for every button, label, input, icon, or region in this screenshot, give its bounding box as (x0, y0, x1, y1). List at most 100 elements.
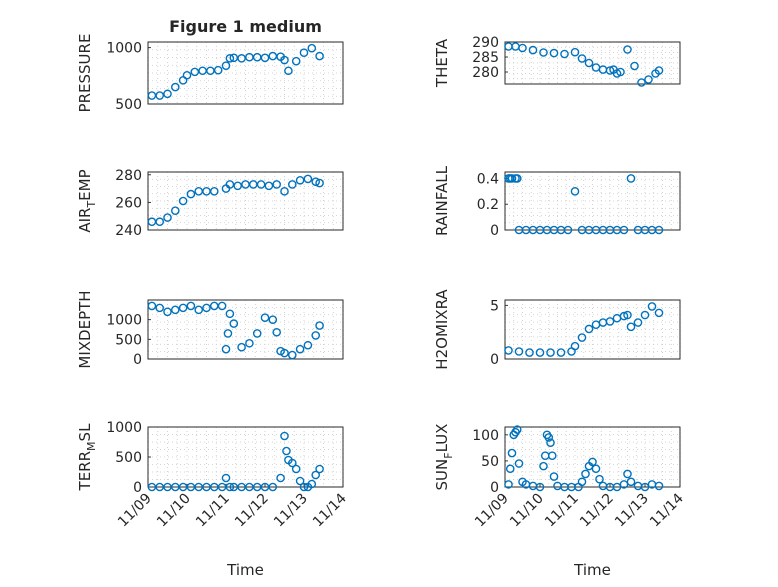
data-point (626, 174, 636, 183)
data-point (623, 45, 632, 54)
data-point (514, 459, 524, 468)
x-tick-label: 11/09 (115, 491, 155, 531)
x-tick-label: 11/11 (193, 491, 233, 531)
data-point (186, 189, 196, 199)
data-point (170, 206, 180, 215)
data-point (315, 51, 324, 61)
x-tick-label: 11/13 (612, 491, 652, 531)
data-point (276, 473, 285, 483)
data-point (252, 329, 262, 338)
data-point (225, 482, 235, 492)
data-point (163, 213, 172, 222)
data-point (556, 348, 566, 357)
y-tick-label: 280 (115, 168, 142, 184)
data-point (647, 302, 657, 311)
data-point (512, 174, 522, 183)
data-point (233, 181, 242, 191)
data-point (504, 480, 513, 489)
y-axis-label: RAINFALL (433, 165, 451, 236)
data-point (163, 307, 172, 317)
y-tick-label: 500 (115, 332, 142, 348)
data-point (623, 310, 632, 320)
data-point (307, 479, 317, 489)
data-point (507, 448, 517, 458)
plot-frame-5 (147, 299, 344, 360)
y-axis-label: AIRTEMP (76, 169, 98, 232)
y-axis-label: PRESSURE (76, 34, 94, 113)
x-tick-label: 11/13 (271, 491, 311, 531)
plot-area-8 (504, 426, 681, 488)
data-point (595, 474, 604, 484)
y-tick-label: 0 (133, 352, 142, 368)
plot-frame-1 (147, 41, 344, 105)
x-axis-label: Time (226, 561, 264, 579)
data-point (299, 482, 309, 492)
y-tick-label: 285 (472, 50, 499, 66)
data-point (588, 457, 597, 467)
data-point (626, 477, 636, 487)
x-axis-label: Time (573, 561, 611, 579)
data-point (303, 340, 313, 350)
data-point (245, 338, 254, 348)
data-point (570, 341, 580, 351)
data-point (221, 344, 231, 354)
data-point (155, 91, 164, 100)
data-point (514, 347, 524, 356)
data-point (284, 66, 293, 76)
x-tick-label: 11/10 (507, 491, 547, 531)
data-point (315, 178, 324, 188)
data-point (577, 333, 587, 342)
y-tick-label: 0.2 (477, 197, 499, 213)
data-point (654, 481, 664, 491)
y-tick-label: 50 (481, 454, 499, 470)
data-point (577, 477, 587, 487)
data-point (264, 181, 274, 191)
data-point (546, 348, 555, 357)
data-point (623, 469, 632, 479)
data-point (525, 348, 534, 357)
data-point (147, 301, 157, 311)
data-point (547, 451, 557, 460)
data-point (295, 344, 305, 354)
data-point (280, 187, 289, 196)
data-point (549, 472, 559, 481)
data-point (280, 348, 289, 358)
data-point (202, 303, 211, 313)
data-point (640, 310, 650, 320)
y-axis-label: H2OMIXRA (433, 289, 451, 370)
y-tick-label: 1000 (106, 313, 142, 329)
data-point (272, 180, 282, 189)
data-point (654, 225, 664, 235)
y-tick-label: 0.4 (477, 171, 499, 187)
data-point (546, 438, 555, 447)
data-point (291, 464, 301, 474)
data-point (223, 329, 233, 338)
y-tick-label: 280 (472, 65, 499, 81)
data-point (260, 313, 270, 323)
data-point (539, 48, 548, 57)
data-point (570, 187, 580, 196)
data-point (605, 66, 615, 75)
data-point (315, 464, 324, 474)
chart-title: Figure 1 medium (169, 17, 322, 36)
x-tick-label: 11/14 (310, 490, 350, 530)
data-point (605, 317, 615, 326)
data-point (186, 301, 196, 311)
data-point (237, 54, 246, 63)
data-point (581, 469, 590, 479)
y-axis-label: TERRMSL (76, 423, 98, 492)
data-point (280, 55, 289, 65)
data-point (570, 47, 580, 57)
data-point (295, 175, 305, 185)
y-tick-label: 500 (115, 450, 142, 466)
data-point (619, 311, 629, 321)
y-tick-label: 0 (133, 480, 142, 496)
data-point (630, 61, 639, 71)
data-point (217, 301, 227, 311)
y-tick-label: 0 (490, 352, 499, 368)
data-point (280, 431, 289, 441)
data-point (544, 433, 554, 442)
y-tick-label: 500 (115, 97, 142, 113)
data-point (535, 482, 545, 492)
